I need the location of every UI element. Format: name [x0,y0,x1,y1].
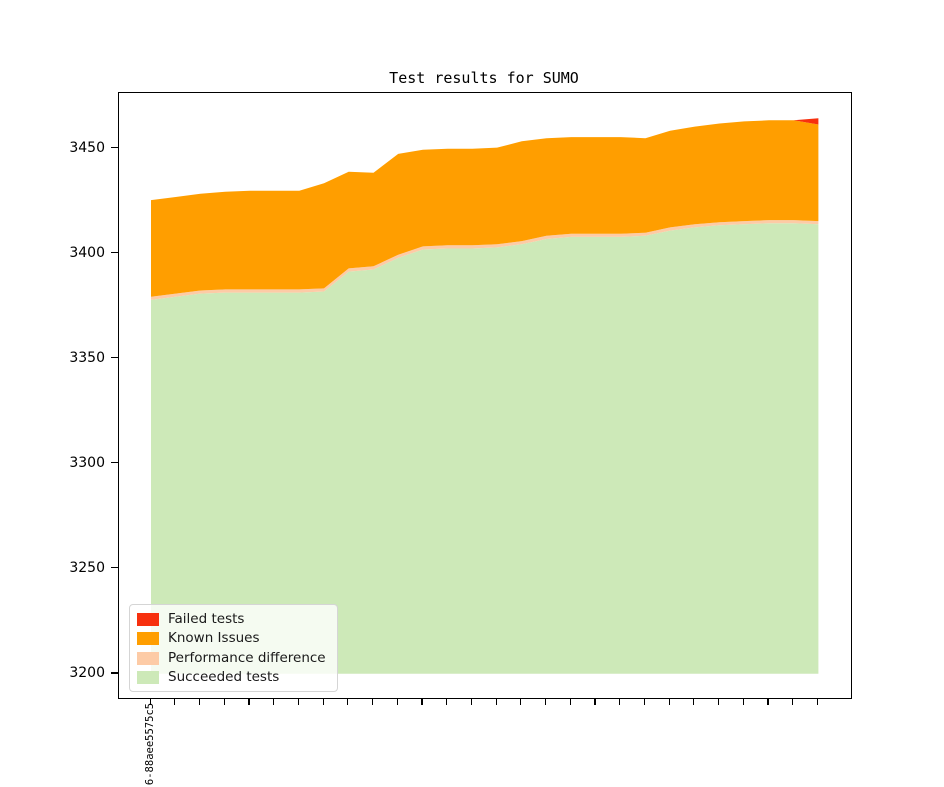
legend-label: Succeeded tests [168,668,280,685]
x-tick-mark [470,699,473,705]
x-tick-mark [619,699,621,705]
legend-label: Known Issues [168,630,260,647]
x-tick-mark [198,699,201,705]
y-tick-mark [111,357,118,359]
plot-area [118,92,852,699]
x-tick-mark [643,699,646,705]
x-tick-mark [273,699,275,705]
area-succeeded-tests [151,223,819,674]
x-tick-mark [371,699,374,705]
x-tick-mark [322,699,324,705]
x-tick-mark [149,699,151,705]
y-tick-label: 3300 [69,454,105,471]
area-known-issues [151,120,819,297]
x-tick-mark [544,699,547,705]
x-tick-mark [347,699,349,705]
stacked-area-chart [151,118,819,674]
x-tick-mark [816,699,819,705]
y-tick-label: 3450 [69,139,105,156]
y-tick-label: 3200 [69,664,105,681]
legend-item: Performance difference [137,649,329,668]
x-tick-mark [668,699,670,705]
x-tick-mark [569,699,571,705]
x-tick-mark [792,699,794,705]
y-tick-mark [111,147,118,149]
legend: Failed tests Known Issues Performance diff… [129,604,338,692]
legend-item: Known Issues [137,629,329,648]
y-tick-mark [111,462,118,464]
x-tick-mark [248,699,250,705]
x-tick-mark [421,699,423,705]
y-tick-label: 3250 [69,559,105,576]
x-tick-mark [174,699,176,705]
x-tick-mark [693,699,695,705]
legend-swatch-failed-tests [137,613,159,626]
x-tick-mark [396,699,398,705]
x-tick-mark [223,699,225,705]
legend-label: Failed tests [168,611,245,627]
x-tick-label: 6-88aee5575c5 [144,702,156,786]
legend-swatch-succeeded-tests [137,670,159,684]
x-tick-mark [718,699,720,705]
x-tick-mark [742,699,744,705]
y-tick-mark [111,672,118,674]
x-tick-mark [520,699,522,705]
x-tick-mark [495,699,497,705]
x-tick-mark [767,699,769,705]
legend-label: Performance difference [168,649,326,666]
chart-title: Test results for SUMO [389,69,579,87]
x-tick-mark [446,699,448,705]
x-tick-mark [594,699,596,705]
legend-swatch-known-issues [137,632,159,646]
legend-swatch-performance-difference [137,651,159,665]
x-tick-mark [297,699,299,705]
y-tick-label: 3350 [69,349,105,366]
legend-item: Succeeded tests [137,668,329,687]
legend-item: Failed tests [137,610,329,629]
area-performance-difference [151,220,819,300]
y-tick-label: 3400 [69,244,105,261]
y-tick-mark [111,252,118,254]
y-tick-mark [111,567,118,569]
